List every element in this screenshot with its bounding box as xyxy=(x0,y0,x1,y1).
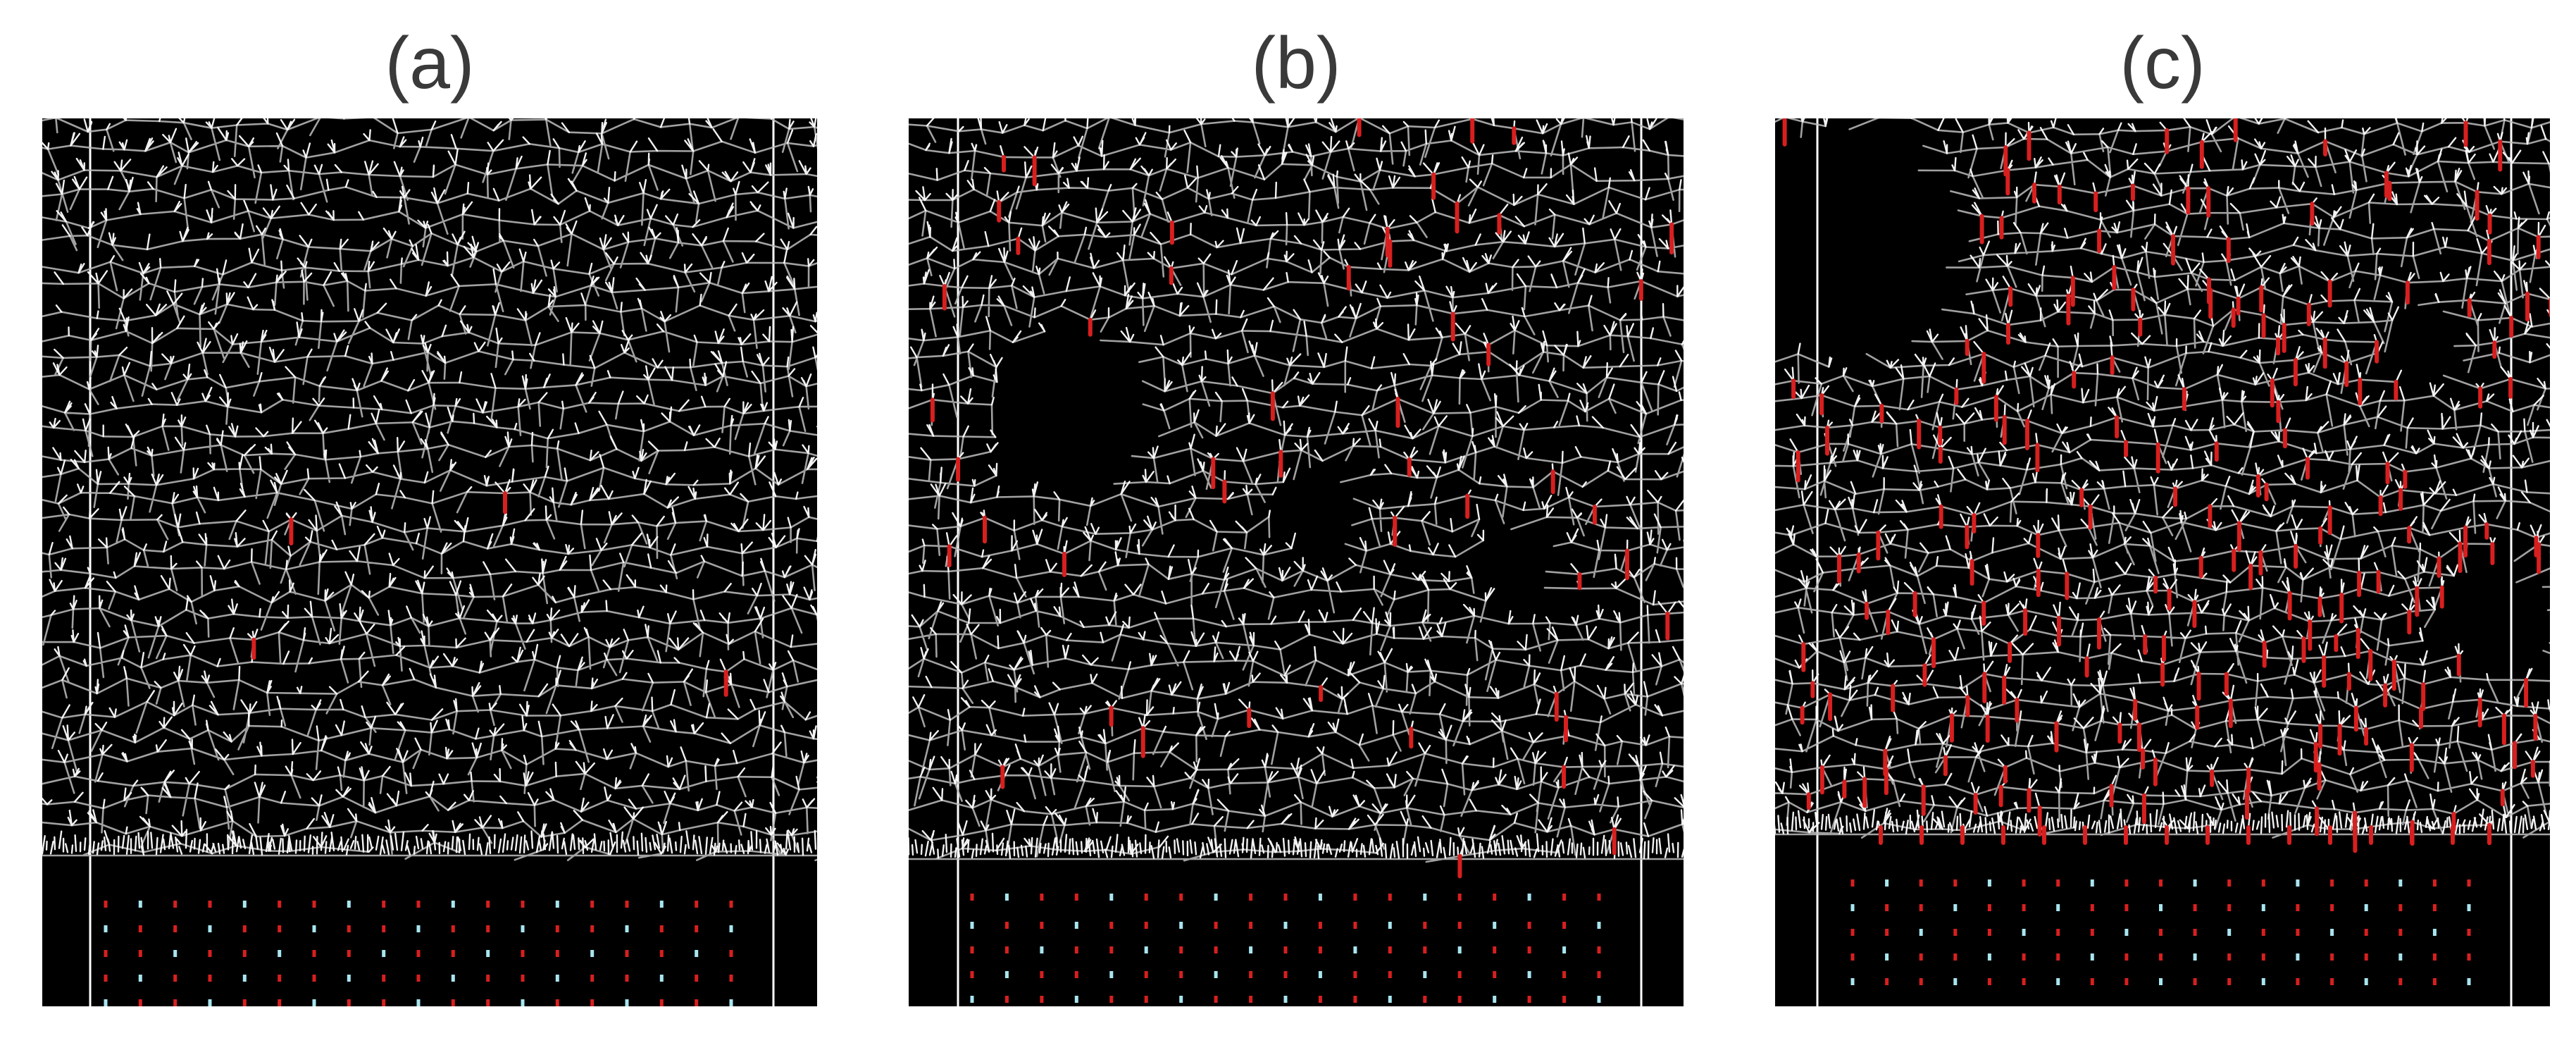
panel-b-image xyxy=(909,118,1684,1006)
branch-tips xyxy=(909,118,1684,860)
panel-c-image xyxy=(1775,118,2550,1006)
branch-tips xyxy=(1775,118,2550,835)
panel-a-image xyxy=(42,118,817,1006)
marker-lattice xyxy=(970,894,1601,1003)
branch-tips xyxy=(42,118,817,856)
panel-b-simulation-render xyxy=(909,118,1684,1006)
network-branches xyxy=(1775,118,2550,839)
panel-a-simulation-render xyxy=(42,118,817,1006)
marker-lattice xyxy=(104,901,733,1006)
highlighted-segments xyxy=(930,118,1674,879)
highlighted-segments xyxy=(251,491,728,697)
panel-b-label: (b) xyxy=(1251,23,1341,104)
panel-a-label: (a) xyxy=(385,23,475,104)
panel-c-simulation-render xyxy=(1775,118,2550,1006)
highlighted-segments xyxy=(1782,118,2550,853)
marker-lattice xyxy=(1850,879,2471,985)
panel-c-label: (c) xyxy=(2120,23,2205,104)
